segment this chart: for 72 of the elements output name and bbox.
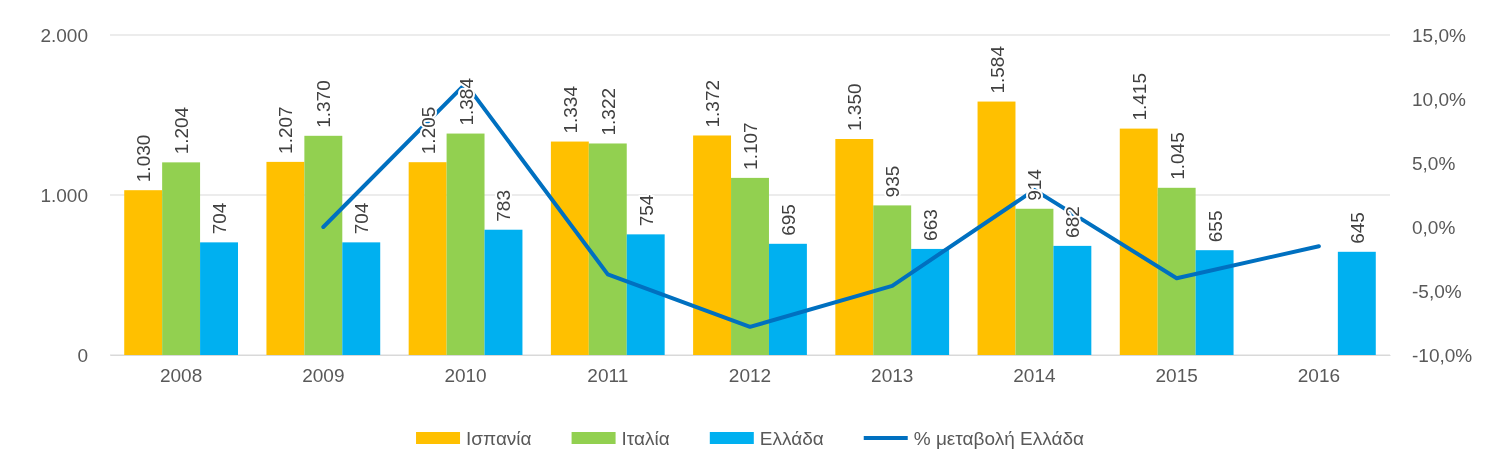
legend-label: Ιταλία — [621, 428, 670, 449]
y2-tick-label: 0,0% — [1412, 216, 1456, 238]
x-tick-label: 2012 — [728, 365, 772, 387]
data-label: 1.204 — [171, 106, 193, 155]
x-tick-label: 2009 — [302, 365, 345, 387]
data-label: 935 — [882, 165, 904, 198]
bar — [1053, 245, 1092, 355]
bar — [266, 161, 305, 355]
bar — [1119, 128, 1158, 355]
bar — [1157, 187, 1196, 355]
data-label: 1.207 — [275, 106, 297, 154]
data-label: 1.415 — [1128, 73, 1150, 121]
y2-tick-label: 5,0% — [1412, 152, 1456, 174]
x-tick-label: 2011 — [587, 365, 629, 387]
y2-tick-label: 10,0% — [1412, 88, 1466, 110]
legend-label: Ισπανία — [466, 428, 532, 449]
x-tick-label: 2008 — [159, 365, 203, 387]
data-label: 1.045 — [1166, 132, 1188, 180]
y2-tick-label: 15,0% — [1412, 24, 1466, 46]
bar — [484, 229, 523, 355]
data-label: 914 — [1024, 168, 1046, 201]
bar — [588, 143, 627, 355]
bar — [873, 205, 912, 355]
data-label: 663 — [920, 209, 942, 241]
data-label: 695 — [777, 204, 799, 236]
data-label: 682 — [1062, 206, 1084, 238]
bar — [1195, 250, 1234, 355]
bar — [1337, 251, 1376, 355]
bar — [200, 242, 238, 355]
bar — [731, 177, 769, 355]
bar — [626, 234, 665, 355]
data-label: 1.205 — [417, 106, 439, 155]
bar — [693, 135, 732, 355]
bar — [911, 248, 950, 355]
data-label: 783 — [493, 190, 515, 222]
data-label: 1.370 — [313, 80, 335, 128]
x-tick-label: 2016 — [1297, 365, 1341, 387]
bar — [977, 101, 1016, 355]
data-label: 1.030 — [133, 134, 155, 183]
bar — [446, 133, 485, 355]
y2-tick-label: -5,0% — [1412, 280, 1462, 302]
bar — [768, 243, 807, 355]
y-tick-label: 1.000 — [40, 184, 88, 206]
data-label: 1.372 — [702, 79, 724, 128]
bar — [550, 141, 589, 355]
data-label: 754 — [635, 194, 657, 227]
y-tick-label: 2.000 — [40, 24, 88, 46]
bar — [408, 162, 447, 355]
bar — [835, 139, 874, 355]
data-label: 1.107 — [740, 122, 761, 170]
legend-label: Ελλάδα — [759, 428, 824, 449]
bar — [342, 242, 381, 355]
data-label: 1.334 — [559, 85, 581, 134]
x-tick-label: 2014 — [1013, 365, 1056, 387]
x-tick-label: 2015 — [1155, 365, 1198, 387]
data-label: 1.350 — [844, 83, 866, 131]
legend-label: % μεταβολή Ελλάδα — [913, 428, 1084, 449]
bar — [304, 135, 343, 355]
data-label: 1.384 — [455, 77, 477, 126]
data-label: 1.322 — [597, 87, 619, 136]
x-tick-label: 2010 — [444, 365, 487, 387]
data-label: 704 — [209, 202, 231, 235]
bar — [1015, 208, 1054, 355]
y2-tick-label: -10,0% — [1412, 344, 1473, 366]
bar — [162, 162, 201, 355]
bar — [124, 190, 163, 355]
data-label: 704 — [351, 202, 373, 235]
data-label: 645 — [1346, 212, 1368, 244]
x-tick-label: 2013 — [871, 365, 914, 387]
data-label: 1.584 — [986, 45, 1008, 94]
y-tick-label: 0 — [77, 344, 88, 366]
data-label: 655 — [1204, 210, 1226, 243]
